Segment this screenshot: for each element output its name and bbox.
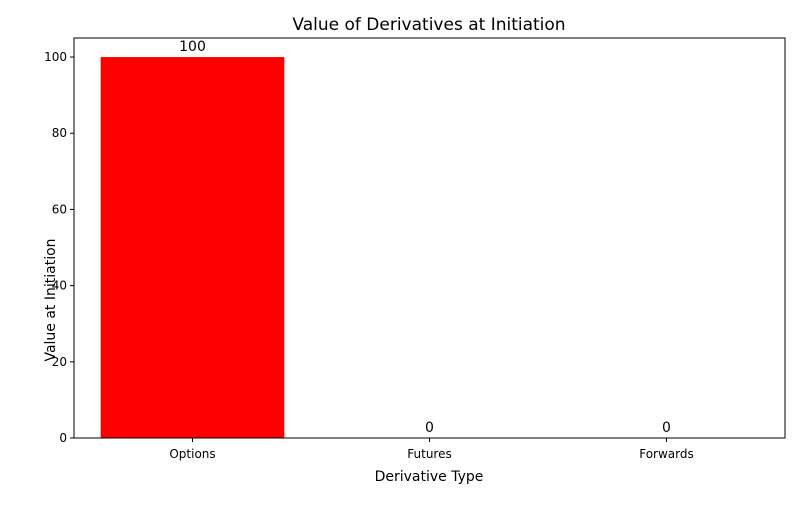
y-axis-label: Value at Initiation <box>43 238 59 361</box>
y-tick-label: 40 <box>52 279 67 293</box>
plot-area: 100 0 0 <box>73 37 786 439</box>
data-label: 0 <box>662 420 671 436</box>
x-axis-label: Derivative Type <box>375 469 484 485</box>
y-tick-label: 80 <box>52 126 67 140</box>
y-tick-label: 60 <box>52 202 67 216</box>
bar-options <box>100 57 285 439</box>
data-label: 100 <box>179 39 206 55</box>
y-tick-label: 0 <box>59 431 67 445</box>
x-axis-ticks: Options Futures Forwards <box>169 438 694 461</box>
x-tick-label: Options <box>169 447 215 461</box>
data-label: 0 <box>425 420 434 436</box>
x-tick-label: Forwards <box>639 447 694 461</box>
y-tick-label: 20 <box>52 355 67 369</box>
y-axis-ticks: 0 20 40 60 80 100 <box>44 50 74 445</box>
x-tick-label: Futures <box>407 447 451 461</box>
chart-title: Value of Derivatives at Initiation <box>292 15 565 35</box>
y-tick-label: 100 <box>44 50 67 64</box>
